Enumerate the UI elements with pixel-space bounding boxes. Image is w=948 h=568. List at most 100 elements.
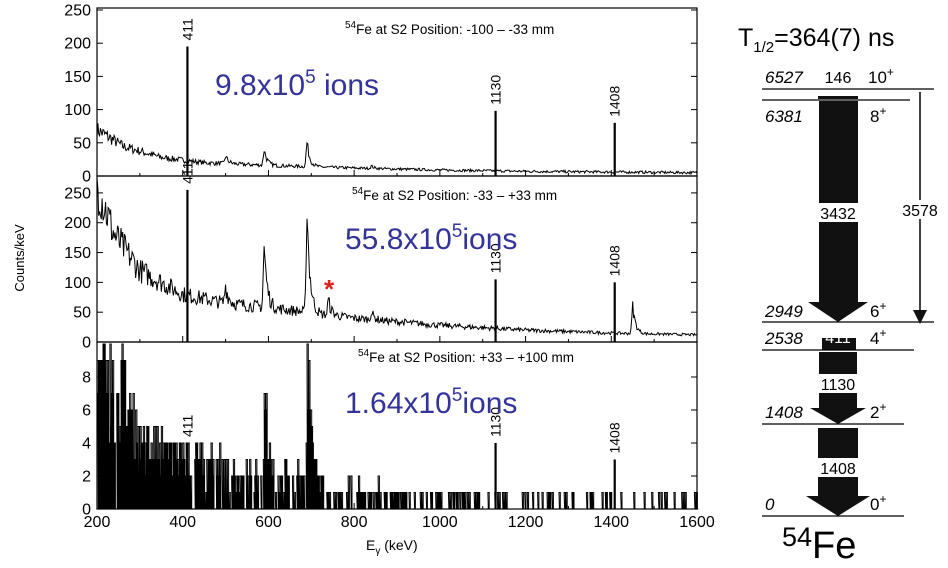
ion-count-top-base: 9.8x10 (215, 69, 305, 102)
y-tick-label-top-150: 150 (64, 69, 91, 86)
y-tick-label-bottom-6: 6 (82, 403, 91, 420)
nucleus-label: 54Fe (782, 522, 856, 567)
transition-411: 411 (825, 330, 851, 347)
level-scheme: T1/2=364(7) ns 6527 6381 2949 2538 1408 … (738, 24, 944, 567)
peak-label-top-1408: 1408 (607, 86, 623, 117)
ion-count-bottom-exp: 5 (452, 385, 463, 406)
x-tick-label-1200: 1200 (508, 514, 544, 531)
x-tick-label-1600: 1600 (679, 514, 715, 531)
y-tick-label-top-50: 50 (73, 135, 91, 152)
transition-3578: 3578 (902, 203, 938, 220)
panel-title-bottom-sup: 54 (358, 348, 370, 359)
peak-label-middle-411: 411 (179, 161, 195, 184)
half-life-value: =364(7) ns (774, 24, 894, 52)
peak-label-bottom-411: 411 (179, 414, 195, 437)
spectrum-trace-bottom (96, 343, 699, 510)
level-spin-8-parity: + (879, 104, 886, 118)
level-spin-10-j: 10 (868, 68, 887, 87)
level-energy-6527: 6527 (765, 68, 803, 87)
level-spin-8: 8+ (870, 104, 886, 126)
level-spin-4-parity: + (879, 326, 886, 340)
y-tick-label-middle-100: 100 (64, 275, 91, 292)
peak-label-top-411: 411 (179, 18, 195, 41)
level-spin-8-j: 8 (870, 107, 879, 126)
x-axis-label: Eγ (keV) (366, 537, 418, 557)
spectrum-trace-middle (96, 177, 698, 337)
level-energy-2538: 2538 (764, 329, 803, 348)
transition-146: 146 (825, 70, 852, 87)
y-tick-label-bottom-0: 0 (82, 502, 91, 519)
x-tick-label-200: 200 (84, 514, 111, 531)
ion-count-bottom-base: 1.64x10 (345, 387, 452, 420)
ion-count-middle-base: 55.8x10 (345, 223, 452, 256)
peak-label-middle-1408: 1408 (607, 245, 623, 276)
x-tick-label-800: 800 (341, 514, 368, 531)
panel-title-bottom: 54Fe at S2 Position: +33 – +100 mm (358, 348, 574, 365)
x-axis-label-sub: γ (375, 546, 380, 557)
peak-label-bottom-1408: 1408 (607, 422, 623, 453)
ion-count-middle-exp: 5 (452, 221, 463, 242)
level-spin-10-parity: + (887, 65, 894, 79)
level-spin-0: 0+ (870, 492, 886, 514)
level-spin-2-j: 2 (870, 403, 879, 422)
y-tick-label-middle-250: 250 (64, 185, 91, 202)
peak-label-bottom-1130: 1130 (488, 407, 504, 437)
level-spin-10: 10+ (868, 65, 894, 87)
transition-1408: 1408 (820, 461, 856, 478)
panel-title-top-sup: 54 (345, 20, 357, 31)
peak-label-middle-1130: 1130 (488, 243, 504, 273)
panel-title-middle-text: Fe at S2 Position: -33 – +33 mm (363, 188, 557, 203)
peak-label-top-1130: 1130 (488, 75, 504, 105)
ion-count-bottom: 1.64x105ions (345, 385, 517, 420)
y-tick-label-middle-0: 0 (82, 335, 91, 352)
y-tick-label-bottom-8: 8 (82, 370, 91, 387)
nucleus-symbol: Fe (812, 525, 856, 567)
nucleus-mass: 54 (782, 522, 812, 552)
transition-3432: 3432 (820, 206, 856, 223)
level-spin-0-parity: + (879, 492, 886, 506)
x-axis-label-unit: (keV) (380, 537, 417, 553)
level-spin-2-parity: + (879, 400, 886, 414)
y-tick-label-bottom-4: 4 (82, 436, 91, 453)
transition-band (806, 96, 870, 516)
ion-count-middle-suffix: ions (462, 223, 517, 256)
y-tick-label-bottom-2: 2 (82, 469, 91, 486)
half-life: T1/2=364(7) ns (738, 24, 894, 56)
y-tick-label-middle-150: 150 (64, 245, 91, 262)
ion-count-top: 9.8x105 ions (215, 67, 379, 102)
half-life-t: T (738, 24, 753, 52)
level-spin-4-j: 4 (870, 329, 879, 348)
ion-count-bottom-suffix: ions (462, 387, 517, 420)
y-axis-label: Counts/keV (12, 224, 27, 292)
spectrum-trace-top (96, 123, 698, 176)
y-tick-label-top-200: 200 (64, 36, 91, 53)
panel-title-middle-sup: 54 (352, 186, 364, 197)
y-tick-label-middle-200: 200 (64, 215, 91, 232)
ion-count-top-exp: 5 (305, 67, 316, 88)
x-tick-label-600: 600 (255, 514, 282, 531)
y-tick-label-top-0: 0 (82, 169, 91, 186)
transition-1130: 1130 (821, 377, 856, 394)
y-tick-label-top-250: 250 (64, 3, 91, 20)
panel-title-top-text: Fe at S2 Position: -100 – -33 mm (356, 22, 554, 37)
ion-count-top-suffix: ions (316, 69, 379, 102)
transition-3578-bg (896, 200, 944, 219)
transition-1130-bg (815, 374, 861, 393)
level-spin-6-parity: + (879, 299, 886, 313)
level-spin-6: 6+ (870, 299, 886, 321)
x-tick-label-1000: 1000 (422, 514, 458, 531)
panel-title-bottom-text: Fe at S2 Position: +33 – +100 mm (369, 350, 574, 365)
level-spin-0-j: 0 (870, 495, 879, 514)
level-spin-4: 4+ (870, 326, 886, 348)
transition-3432-bg (814, 203, 862, 222)
ion-count-middle: 55.8x105ions (345, 221, 517, 256)
level-energy-6381: 6381 (765, 107, 803, 126)
half-life-sub: 1/2 (753, 39, 774, 56)
x-tick-label-1400: 1400 (593, 514, 629, 531)
y-tick-label-middle-50: 50 (73, 305, 91, 322)
contaminant-asterisk: * (324, 274, 335, 304)
panel-title-top: 54Fe at S2 Position: -100 – -33 mm (345, 20, 554, 37)
transition-3578-arrowhead (913, 310, 927, 324)
